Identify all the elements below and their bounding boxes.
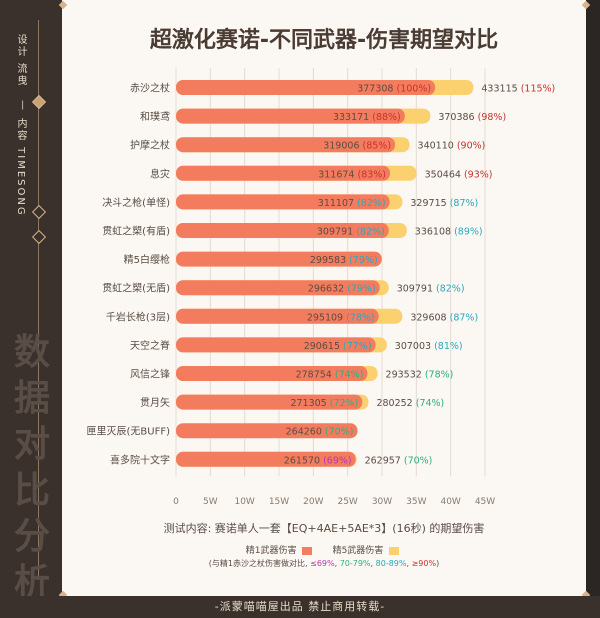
bar-refine1 [176, 165, 391, 181]
color-note: (与精1赤沙之杖伤害做对比, ≤69%, 70-79%, 80-89%, ≥90… [208, 559, 440, 568]
value-label-refine5: 350464 (93%) [425, 169, 493, 180]
sidebar-watermark: 数据对比分析 [13, 332, 50, 603]
value-label-refine1: 309791 (82%) [317, 227, 385, 238]
sidebar-design-text: 设计 流曳 [15, 34, 26, 88]
sidebar-dash: — [17, 100, 28, 112]
value-label-refine5: 336108 (89%) [415, 227, 483, 238]
category-label: 护摩之杖 [130, 139, 170, 152]
bar-refine1 [176, 423, 358, 439]
bar-refine1 [176, 194, 390, 210]
note-part-green: 70-79% [339, 559, 371, 568]
value-label-refine1: 319006 (85%) [323, 141, 391, 152]
value-label-refine5: 309791 (82%) [397, 284, 465, 295]
category-label: 贯虹之槊(无盾) [102, 282, 170, 295]
bar-refine1 [176, 308, 379, 324]
category-label: 精5白缨枪 [124, 253, 170, 266]
bar-refine1 [176, 451, 356, 467]
bar-refine1 [176, 80, 436, 95]
bar-refine1 [176, 251, 382, 267]
category-label: 千岩长枪(3层) [106, 310, 170, 323]
value-label-refine5: 293532 (78%) [386, 370, 454, 381]
sidebar: 设计 流曳 — 内容 TIMESONG 数据对比分析 [0, 0, 62, 603]
bar-refine1 [176, 137, 396, 153]
legend-label-refine1: 精1武器伤害 [245, 546, 297, 556]
bar-refine1 [176, 394, 363, 410]
note-part-violet: ≤69% [310, 559, 335, 568]
sidebar-line [38, 20, 39, 580]
legend-label-refine5: 精5武器伤害 [332, 546, 384, 556]
note-suffix: ) [436, 559, 440, 568]
category-label: 决斗之枪(单怪) [102, 196, 170, 209]
value-label-refine1: 377308 (100%) [357, 84, 431, 95]
legend: 精1武器伤害 精5武器伤害 [62, 543, 586, 556]
value-label-refine5: 370386 (98%) [438, 112, 506, 123]
sidebar-content-text: 内容 TIMESONG [15, 118, 26, 217]
bar-refine1 [176, 280, 380, 296]
category-label: 贯月矢 [140, 396, 170, 409]
value-label-refine5: 340110 (90%) [418, 141, 486, 152]
x-tick-label: 20W [303, 497, 323, 507]
value-label-refine5: 329715 (87%) [410, 198, 478, 209]
value-label-refine1: 295109 (78%) [307, 312, 375, 323]
x-tick-label: 5W [203, 497, 218, 507]
value-label-refine5: 433115 (115%) [481, 84, 555, 95]
x-tick-label: 10W [234, 497, 254, 507]
category-label: 风信之锋 [130, 368, 170, 381]
note-part-red: ≥90% [411, 559, 437, 568]
value-label-refine1: 299583 (79%) [310, 255, 378, 266]
bar-refine1 [176, 223, 389, 238]
category-label: 匣里灭辰(无BUFF) [87, 426, 171, 438]
category-label: 和璞鸢 [140, 110, 170, 123]
category-label: 贯虹之槊(有盾) [102, 225, 170, 238]
value-label-refine1: 290615 (77%) [304, 341, 372, 352]
bar-refine1 [176, 337, 376, 353]
legend-swatch-refine1 [302, 546, 313, 555]
value-label-refine1: 333171 (88%) [333, 112, 401, 123]
x-tick-label: 40W [440, 497, 460, 507]
bar-refine1 [176, 366, 368, 381]
value-label-refine1: 311674 (83%) [318, 169, 386, 180]
x-tick-label: 45W [475, 497, 495, 507]
x-tick-label: 35W [406, 497, 426, 507]
legend-swatch-refine5 [389, 546, 400, 555]
value-label-refine1: 278754 (74%) [296, 370, 364, 381]
value-label-refine5: 262957 (70%) [365, 455, 433, 466]
chart-title: 超激化赛诺-不同武器-伤害期望对比 [149, 28, 499, 53]
value-label-refine1: 261570 (69%) [284, 455, 352, 466]
footer-banner: -派蒙喵喵屋出品 禁止商用转载- [0, 596, 600, 618]
chart-panel [62, 0, 586, 600]
value-label-refine5: 329608 (87%) [410, 312, 478, 323]
category-label: 息灾 [150, 167, 170, 180]
x-tick-label: 15W [269, 497, 289, 507]
note-part-blue: 80-89% [375, 559, 407, 568]
note-prefix: (与精1赤沙之杖伤害做对比, [208, 559, 308, 568]
value-label-refine1: 264260 (70%) [286, 427, 354, 438]
value-label-refine5: 280252 (74%) [376, 398, 444, 409]
x-tick-label: 25W [337, 497, 357, 507]
bar-refine1 [176, 108, 405, 124]
value-label-refine1: 311107 (82%) [318, 198, 386, 209]
category-label: 赤沙之杖 [130, 82, 170, 95]
x-tick-label: 30W [372, 497, 392, 507]
category-label: 天空之脊 [130, 339, 170, 352]
value-label-refine1: 271305 (72%) [290, 398, 358, 409]
category-label: 喜多院十文字 [110, 453, 170, 466]
value-label-refine1: 296632 (79%) [308, 284, 376, 295]
test-description: 测试内容: 赛诺单人一套【EQ+4AE+5AE*3】(16秒) 的期望伤害 [163, 522, 485, 535]
value-label-refine5: 307003 (81%) [395, 341, 463, 352]
x-tick-label: 0 [173, 497, 179, 507]
